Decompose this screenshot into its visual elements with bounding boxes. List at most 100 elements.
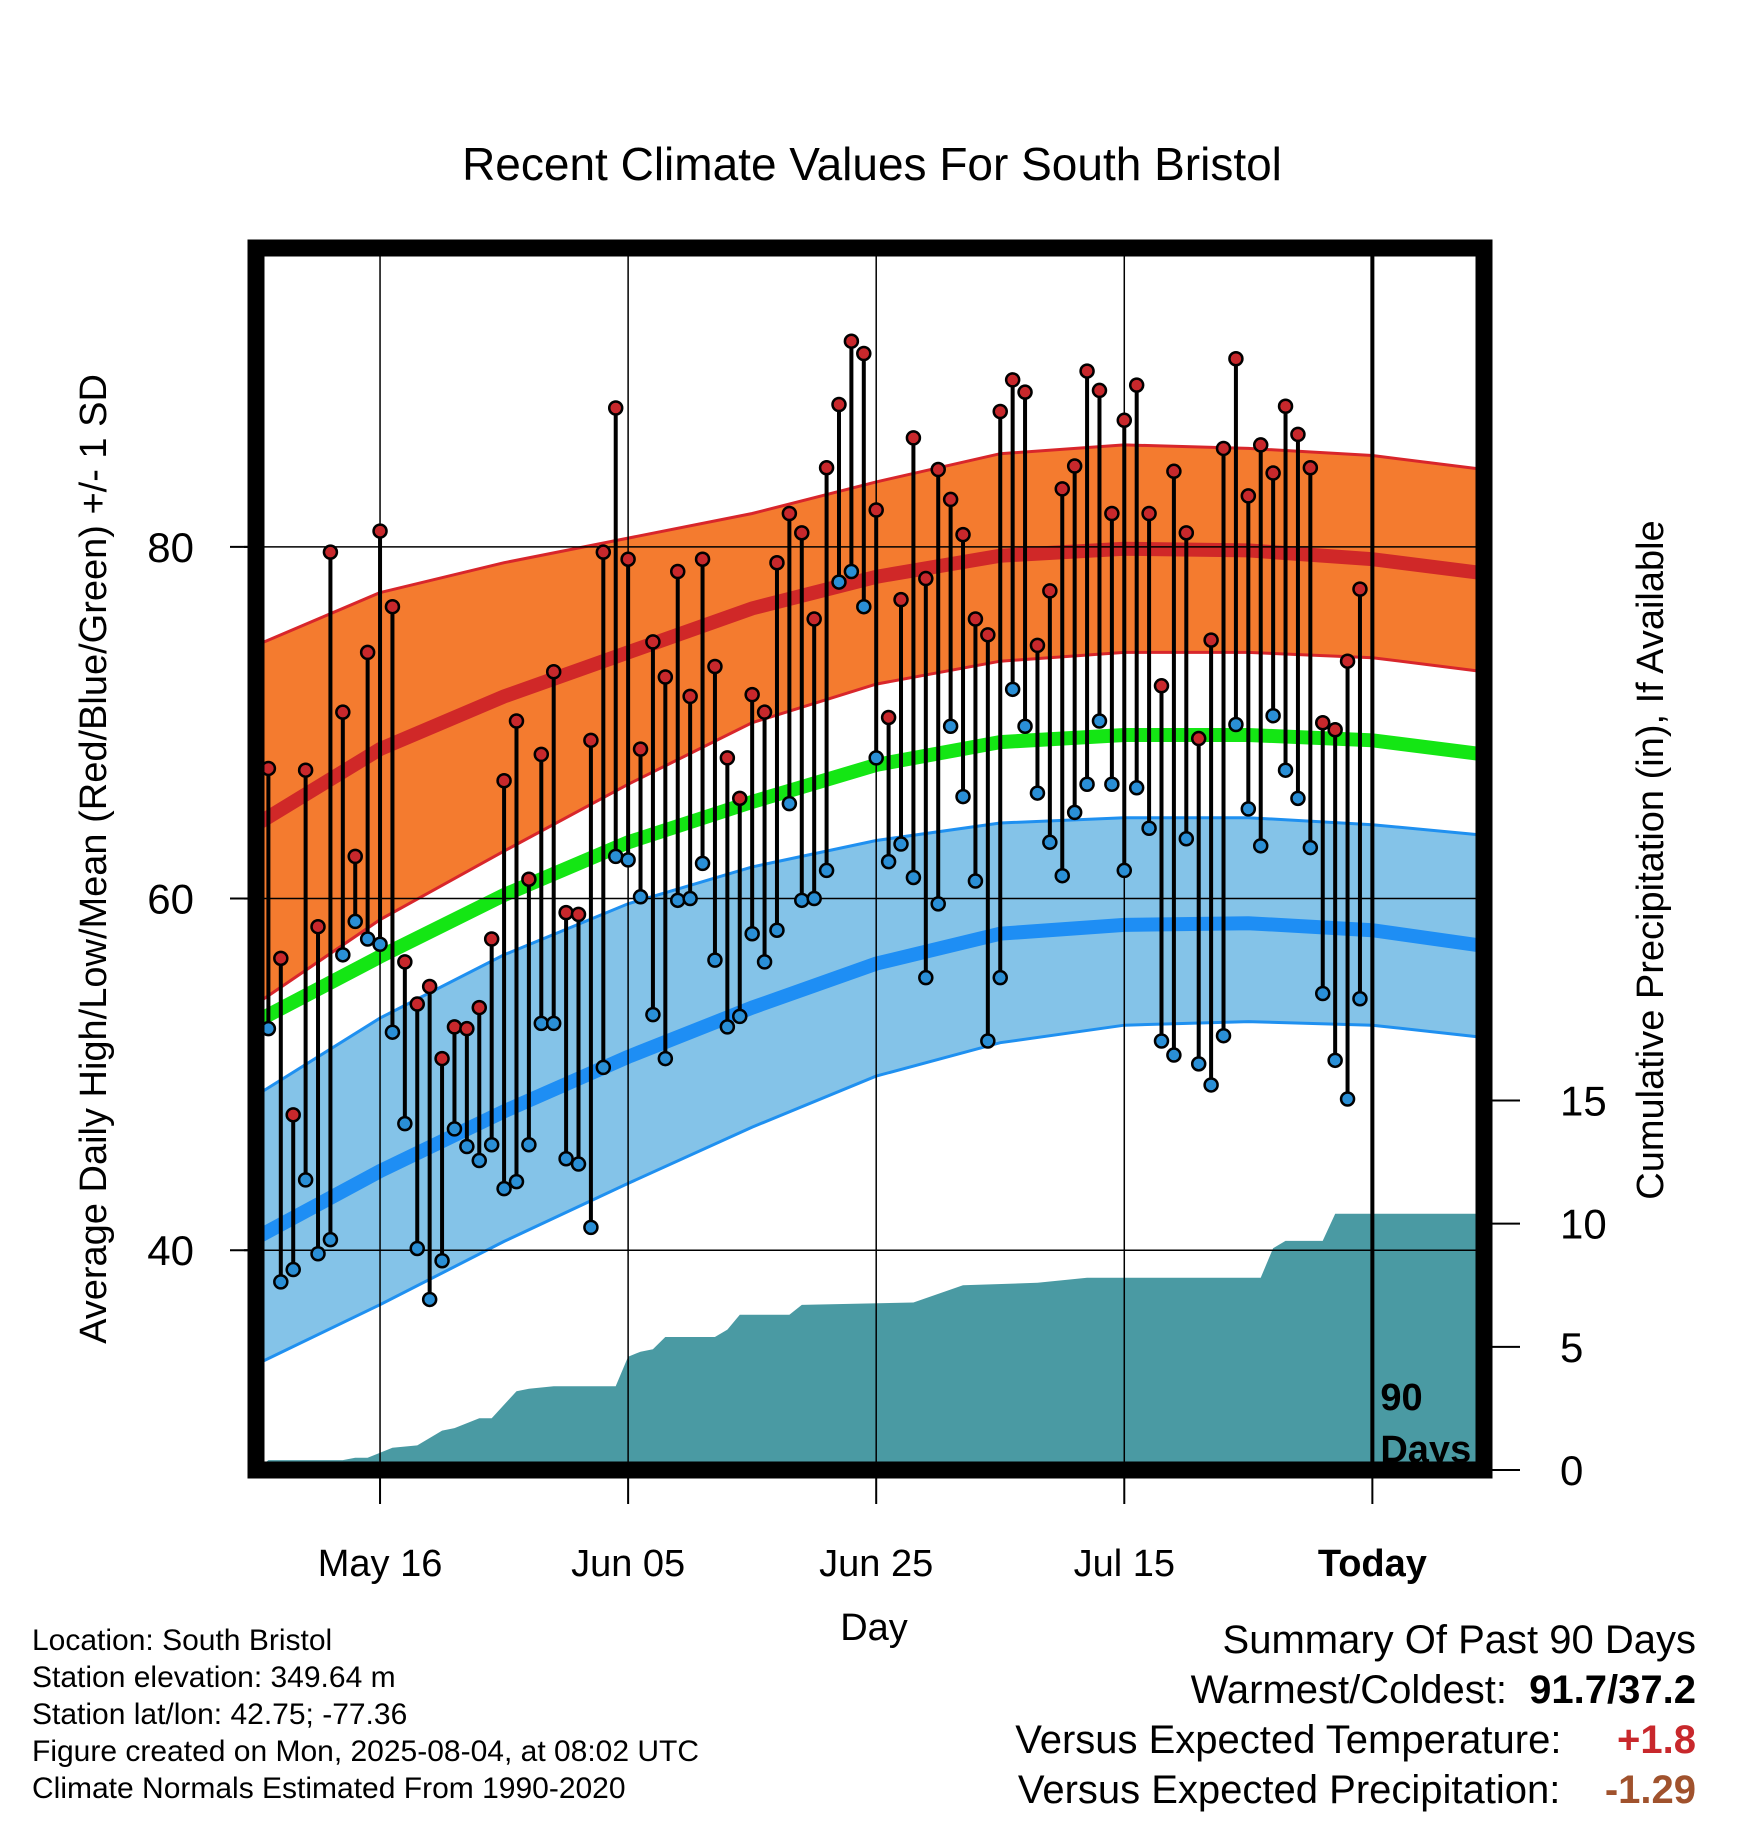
- daily-low-point: [1352, 991, 1368, 1007]
- daily-low-point: [794, 892, 810, 909]
- daily-low-point: [397, 1115, 413, 1132]
- daily-high-point: [781, 505, 798, 522]
- daily-high-point: [570, 906, 587, 923]
- daily-high-point: [1240, 488, 1257, 504]
- y2-tick-label: 10: [1560, 1201, 1607, 1248]
- daily-low-point: [1166, 1047, 1182, 1063]
- daily-high-point: [942, 491, 959, 508]
- y-tick-label: 60: [147, 876, 194, 923]
- daily-low-point: [1029, 785, 1046, 801]
- summary-title: Summary Of Past 90 Days: [1222, 1618, 1696, 1662]
- daily-high-point: [1042, 583, 1058, 599]
- daily-high-point: [583, 732, 599, 749]
- daily-high-point: [1116, 412, 1133, 429]
- daily-low-point: [1327, 1052, 1343, 1069]
- x-tick-label: Jun 25: [819, 1543, 933, 1585]
- daily-low-point: [744, 925, 760, 942]
- daily-high-point: [1104, 505, 1120, 522]
- summary-warmest-coldest: Warmest/Coldest: 91.7/37.2: [1191, 1668, 1696, 1713]
- daily-high-point: [595, 544, 612, 560]
- daily-low-point: [384, 1024, 401, 1040]
- y-axis-label: Average Daily High/Low/Mean (Red/Blue/Gr…: [73, 374, 115, 1344]
- summary-warmest-coldest-value: 91.7/37.2: [1529, 1668, 1696, 1712]
- daily-low-point: [322, 1231, 339, 1248]
- daily-high-point: [1302, 460, 1319, 476]
- daily-low-point: [719, 1019, 736, 1035]
- daily-low-point: [545, 1015, 562, 1032]
- daily-low-point: [818, 862, 835, 879]
- daily-low-point: [335, 947, 351, 963]
- low-sd-band: [256, 817, 1484, 1365]
- daily-high-point: [992, 403, 1008, 420]
- daily-low-point: [409, 1240, 426, 1257]
- daily-low-point: [1116, 862, 1133, 879]
- daily-low-point: [732, 1008, 748, 1025]
- daily-low-point: [868, 750, 884, 766]
- daily-low-point: [632, 889, 649, 905]
- daily-high-point: [1153, 678, 1170, 694]
- daily-low-point: [297, 1172, 314, 1188]
- y2-tick-label: 15: [1560, 1077, 1607, 1124]
- y2-tick-label: 0: [1560, 1447, 1583, 1494]
- daily-high-point: [446, 1019, 463, 1035]
- daily-high-point: [607, 400, 624, 416]
- daily-low-point: [471, 1152, 488, 1169]
- daily-low-point: [620, 852, 636, 868]
- daily-high-point: [980, 627, 996, 643]
- high-sd-band: [256, 444, 1484, 1005]
- daily-high-point: [1166, 463, 1182, 480]
- x-tick-label: May 16: [318, 1543, 443, 1585]
- daily-high-point: [843, 333, 860, 349]
- footer-created: Figure created on Mon, 2025-08-04, at 08…: [32, 1735, 700, 1768]
- daily-high-point: [434, 1050, 450, 1067]
- daily-low-point: [905, 869, 922, 886]
- daily-high-point: [335, 704, 351, 720]
- daily-high-point: [905, 430, 922, 446]
- daily-low-point: [607, 848, 624, 865]
- daily-high-point: [1017, 384, 1033, 400]
- daily-low-point: [645, 1006, 661, 1023]
- daily-low-point: [1066, 804, 1083, 821]
- daily-high-point: [1054, 481, 1071, 497]
- daily-high-point: [1277, 398, 1294, 414]
- daily-high-point: [1004, 372, 1021, 388]
- daily-high-point: [545, 663, 562, 680]
- daily-low-point: [595, 1059, 612, 1076]
- daily-low-point: [372, 936, 388, 953]
- daily-high-point: [1314, 714, 1331, 731]
- daily-low-point: [1190, 1056, 1207, 1072]
- daily-high-point: [459, 1020, 475, 1037]
- daily-high-point: [769, 554, 785, 571]
- daily-low-point: [893, 836, 909, 852]
- daily-high-point: [856, 345, 872, 362]
- daily-high-point: [1290, 426, 1306, 443]
- daily-high-point: [384, 598, 401, 615]
- y2-tick-label: 5: [1560, 1324, 1583, 1371]
- daily-high-point: [1228, 351, 1244, 367]
- y-tick-label: 40: [147, 1227, 194, 1274]
- daily-low-point: [285, 1261, 301, 1278]
- footer-elevation: Station elevation: 349.64 m: [32, 1661, 396, 1694]
- daily-low-point: [1240, 801, 1257, 817]
- daily-high-point: [955, 526, 971, 543]
- daily-high-point: [1215, 440, 1232, 457]
- footer-latlon: Station lat/lon: 42.75; -77.36: [32, 1698, 408, 1731]
- daily-high-point: [868, 502, 884, 518]
- daily-low-point: [310, 1245, 326, 1262]
- daily-high-point: [521, 871, 537, 887]
- daily-high-point: [707, 658, 723, 675]
- daily-low-point: [682, 890, 698, 907]
- daily-low-point: [930, 896, 946, 912]
- daily-high-point: [1203, 632, 1219, 648]
- daily-high-point: [694, 551, 711, 567]
- daily-low-point: [856, 598, 872, 615]
- daily-low-point: [359, 931, 376, 947]
- daily-low-point: [1215, 1027, 1232, 1044]
- today-days-label: 90: [1380, 1377, 1422, 1419]
- daily-high-point: [1091, 382, 1108, 399]
- daily-high-point: [930, 461, 946, 478]
- daily-low-point: [1054, 867, 1071, 884]
- daily-high-point: [880, 709, 897, 726]
- daily-high-point: [756, 704, 773, 720]
